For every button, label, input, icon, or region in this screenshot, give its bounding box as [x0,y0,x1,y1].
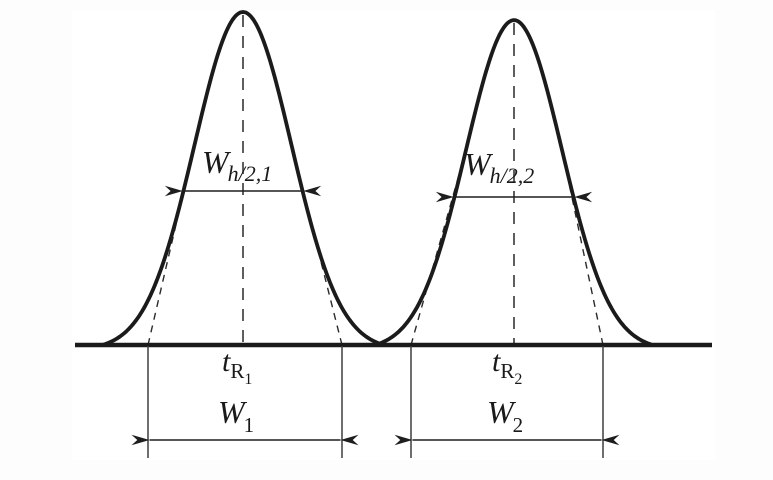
peak2-base-width-subscript: 2 [512,413,524,437]
peak1-half-width-label: Wh/2,1 [202,144,272,185]
peak2-base-width-label: W2 [487,394,523,436]
chromatogram-curve [101,10,653,347]
peak1-half-width-subscript: h/2,1 [227,161,273,186]
peak1-retention-time-label: tR1 [222,345,252,388]
peak2-retention-subscript: R [500,359,515,383]
peak2-base-width-symbol: W [487,394,514,430]
peak2-half-width-symbol: W [464,146,491,182]
peak1-retention-subscript: R [230,359,245,383]
peak1-base-width-subscript: 1 [243,413,255,437]
peak2-retention-time-label: tR2 [492,345,522,388]
peak2-half-width-subscript: h/2,2 [489,163,535,188]
figure-paper [72,10,715,460]
peak2-retention-symbol: t [492,345,501,378]
peak1-base-width-symbol: W [218,394,245,430]
peak1-retention-symbol: t [222,345,231,378]
peak1-base-width-label: W1 [218,394,254,436]
peak1-retention-subsubscript: 1 [244,371,253,388]
peak2-retention-subsubscript: 2 [514,371,523,388]
peak2-half-width-label: Wh/2,2 [464,146,534,187]
peak1-half-width-symbol: W [202,144,229,180]
